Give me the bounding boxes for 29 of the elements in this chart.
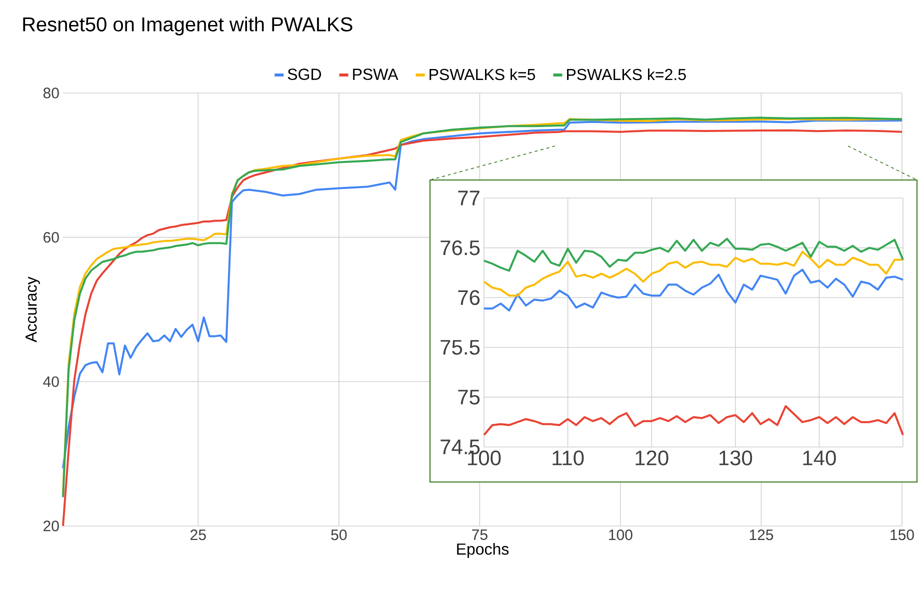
- x-tick-label: 120: [636, 450, 668, 466]
- y-tick-label: 20: [44, 520, 59, 532]
- x-tick-label: 110: [552, 450, 584, 466]
- line-series: [483, 238, 904, 272]
- y-tick-label: 60: [44, 232, 59, 243]
- x-tick-label: 150: [890, 530, 914, 540]
- y-tick-label: 80: [43, 88, 59, 98]
- y-tick-label: 75.5: [440, 340, 480, 355]
- x-tick-label: 140: [803, 450, 836, 466]
- legend-label: PSWALKS k=5: [430, 68, 536, 80]
- legend-label: PSWA: [353, 68, 398, 80]
- x-tick-label: 75: [472, 530, 488, 540]
- x-tick-label: 125: [750, 530, 774, 540]
- y-tick-label: 76.5: [440, 240, 480, 256]
- x-tick-label: 25: [190, 530, 206, 540]
- y-axis-title: Accuracy: [26, 276, 40, 342]
- x-axis-title: Epochs: [457, 543, 509, 558]
- line-series: [483, 250, 904, 297]
- y-tick-label: 76: [458, 290, 480, 306]
- legend-label: PSWALKS k=2.5: [567, 68, 686, 80]
- x-tick-label: 100: [609, 530, 632, 540]
- y-tick-label: 75: [458, 390, 480, 405]
- legend-label: SGD: [288, 68, 322, 80]
- y-tick-label: 40: [43, 376, 59, 387]
- x-tick-label: 50: [331, 530, 347, 540]
- y-tick-label: 77: [458, 190, 480, 206]
- chart-title: Resnet50 on Imagenet with PWALKS: [23, 16, 352, 36]
- x-tick-label: 130: [719, 450, 752, 466]
- line-series: [483, 268, 904, 312]
